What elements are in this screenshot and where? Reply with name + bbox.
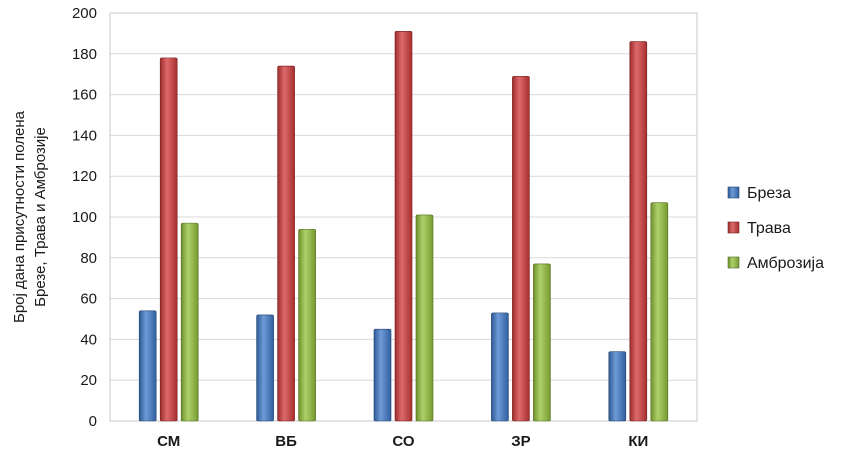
bar-trava [629, 41, 648, 422]
y-axis-ticks: 0 20 40 60 80 100 120 140 160 180 200 [72, 5, 97, 430]
bars [138, 31, 669, 422]
bar-trava [159, 57, 178, 422]
y-tick-label: 180 [72, 46, 97, 63]
bar-ambrozija [298, 228, 316, 422]
legend-label: Трава [747, 220, 791, 237]
bar-breza [608, 351, 627, 422]
bar-breza [138, 310, 157, 422]
bar-breza [256, 314, 274, 422]
y-tick-label: 40 [80, 331, 97, 348]
bar-ambrozija [650, 202, 669, 422]
y-tick-label: 0 [89, 413, 97, 430]
legend-swatch [727, 186, 740, 199]
bar-ambrozija [415, 214, 434, 422]
y-tick-label: 200 [72, 5, 97, 22]
bar-ambrozija [180, 222, 199, 422]
bar-breza [373, 328, 392, 422]
y-axis-label-line2: Брезе, Трава и Амброзије [32, 127, 49, 307]
y-tick-label: 120 [72, 168, 97, 185]
y-tick-label: 20 [80, 372, 97, 389]
x-axis-categories: СМ ВБ СО ЗР КИ [157, 433, 648, 450]
legend: Бреза Трава Амброзија [727, 185, 824, 272]
legend-label: Бреза [747, 185, 791, 202]
x-category-label: ЗР [511, 433, 530, 450]
y-axis-label-line1: Број дана присутности полена [11, 110, 28, 323]
legend-swatch [727, 221, 740, 234]
bar-trava [394, 31, 413, 422]
bar-ambrozija [533, 263, 551, 422]
legend-swatch [727, 256, 740, 269]
legend-label: Амброзија [747, 255, 824, 272]
x-category-label: СО [392, 433, 414, 450]
y-tick-label: 100 [72, 209, 97, 226]
bar-trava [512, 75, 530, 422]
y-tick-label: 60 [80, 291, 97, 308]
y-tick-label: 160 [72, 87, 97, 104]
bar-breza [491, 312, 509, 422]
y-tick-label: 80 [80, 250, 97, 267]
bar-trava [277, 65, 295, 422]
x-category-label: ВБ [275, 433, 297, 450]
x-category-label: СМ [157, 433, 180, 450]
y-tick-label: 140 [72, 127, 97, 144]
x-category-label: КИ [628, 433, 648, 450]
